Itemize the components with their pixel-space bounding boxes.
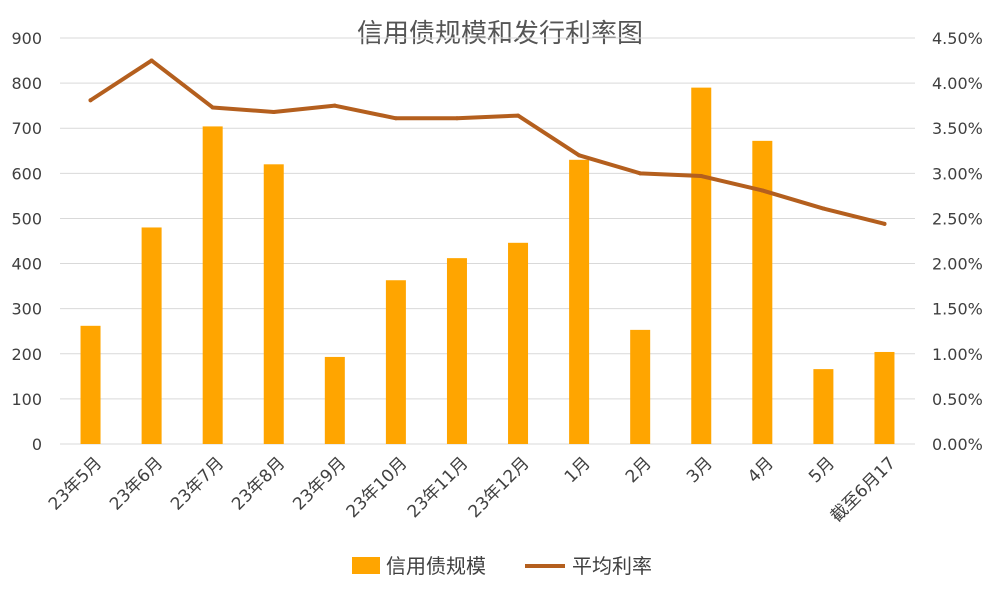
- rate-point: [882, 221, 887, 226]
- rate-point: [271, 109, 276, 114]
- rate-point: [332, 103, 337, 108]
- left-tick-label: 400: [11, 255, 42, 274]
- left-tick-label: 100: [11, 390, 42, 409]
- rate-point: [393, 116, 398, 121]
- right-tick-label: 3.50%: [932, 119, 983, 138]
- legend-swatch-bars: [352, 557, 380, 574]
- chart-title: 信用债规模和发行利率图: [357, 19, 643, 49]
- x-tick-label: 23年7月: [167, 453, 228, 514]
- bar: [508, 242, 529, 444]
- rate-point: [577, 153, 582, 158]
- bar: [752, 140, 773, 444]
- left-tick-label: 300: [11, 300, 42, 319]
- bar: [446, 258, 467, 444]
- right-tick-label: 0.50%: [932, 390, 983, 409]
- left-y-axis: 0 100 200 300 400 500 600 700 800 900: [11, 29, 42, 454]
- right-y-axis: 0.00% 0.50% 1.00% 1.50% 2.00% 2.50% 3.00% 3.50%…: [932, 29, 983, 454]
- rate-point: [516, 113, 521, 118]
- x-tick-label: 2月: [622, 453, 656, 487]
- bar: [324, 356, 345, 444]
- rate-point: [699, 174, 704, 179]
- x-axis-labels: 23年5月 23年6月 23年7月 23年8月 23年9月23年10月23年11月23年…: [45, 453, 900, 526]
- rate-point: [760, 188, 765, 193]
- rate-point: [638, 171, 643, 176]
- left-tick-label: 0: [32, 435, 42, 454]
- rate-point: [149, 58, 154, 63]
- left-tick-label: 800: [11, 74, 42, 93]
- x-tick-label: 23年12月: [465, 453, 534, 522]
- rate-point: [210, 105, 215, 110]
- bar: [202, 126, 223, 444]
- bar: [141, 227, 162, 444]
- right-tick-label: 3.00%: [932, 164, 983, 183]
- bar: [813, 369, 834, 444]
- bar: [874, 351, 895, 444]
- x-tick-label: 截至6月17: [827, 453, 900, 526]
- right-tick-label: 2.00%: [932, 255, 983, 274]
- rate-point: [821, 206, 826, 211]
- right-tick-label: 1.00%: [932, 345, 983, 364]
- x-tick-label: 23年11月: [404, 453, 473, 522]
- bar: [80, 325, 101, 444]
- bar: [630, 329, 651, 444]
- x-tick-label: 5月: [805, 453, 839, 487]
- right-tick-label: 4.50%: [932, 29, 983, 48]
- bar: [691, 87, 712, 444]
- right-tick-label: 0.00%: [932, 435, 983, 454]
- legend-label-bars: 信用债规模: [386, 554, 486, 578]
- x-tick-label: 23年6月: [106, 453, 167, 514]
- rate-point: [88, 98, 93, 103]
- rate-point: [454, 116, 459, 121]
- x-tick-label: 1月: [561, 453, 595, 487]
- left-tick-label: 700: [11, 119, 42, 138]
- left-tick-label: 600: [11, 164, 42, 183]
- right-tick-label: 4.00%: [932, 74, 983, 93]
- x-tick-label: 3月: [683, 453, 717, 487]
- bar: [385, 280, 406, 444]
- x-tick-label: 4月: [744, 453, 778, 487]
- bar: [263, 164, 284, 445]
- gridlines: [60, 37, 915, 445]
- bar-series: [80, 87, 895, 445]
- line-series: [88, 58, 887, 226]
- left-tick-label: 500: [11, 209, 42, 228]
- legend: 信用债规模 平均利率: [352, 554, 652, 578]
- left-tick-label: 200: [11, 345, 42, 364]
- bar: [569, 159, 590, 445]
- right-tick-label: 2.50%: [932, 209, 983, 228]
- x-tick-label: 23年10月: [343, 453, 412, 522]
- right-tick-label: 1.50%: [932, 300, 983, 319]
- rate-line: [88, 58, 887, 226]
- left-tick-label: 900: [11, 29, 42, 48]
- legend-label-line: 平均利率: [572, 554, 652, 578]
- x-tick-label: 23年9月: [289, 453, 350, 514]
- x-tick-label: 23年8月: [228, 453, 289, 514]
- x-tick-label: 23年5月: [45, 453, 106, 514]
